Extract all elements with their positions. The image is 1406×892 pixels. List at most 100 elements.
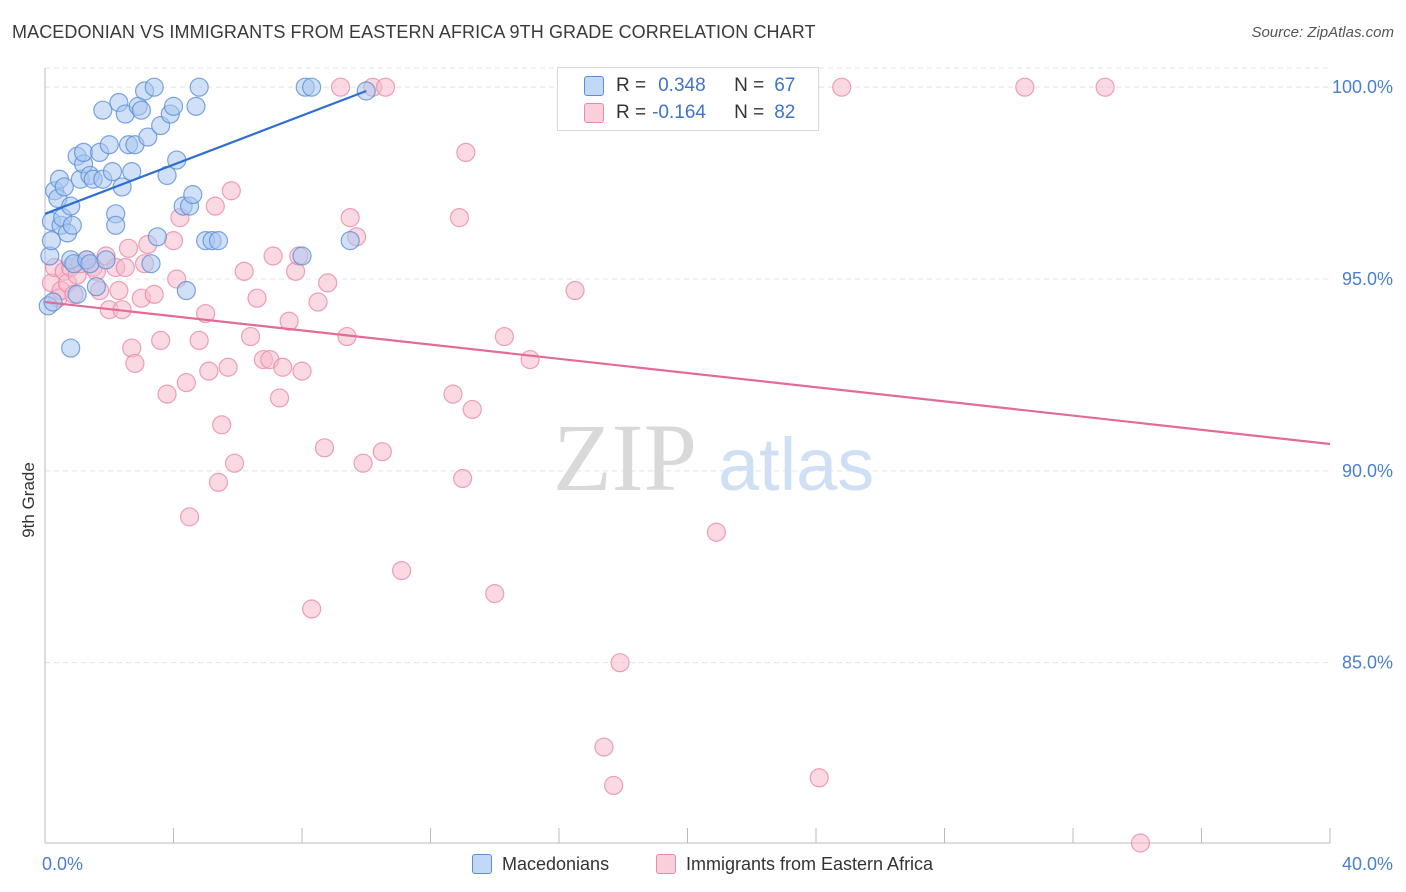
macedonians-trend-line <box>44 89 367 215</box>
eastern-africa-point <box>1015 77 1035 97</box>
eastern-africa-point <box>157 384 177 404</box>
macedonian-point <box>106 215 126 235</box>
y-axis-label: 9th Grade <box>19 462 38 538</box>
macedonian-point <box>62 215 82 235</box>
eastern-africa-point <box>706 522 727 542</box>
watermark-atlas: atlas <box>718 423 874 506</box>
eastern-africa-point <box>205 196 225 216</box>
eastern-africa-point <box>391 560 412 581</box>
eastern-africa-point <box>292 361 312 381</box>
eastern-africa-point <box>832 77 852 97</box>
macedonian-point <box>141 254 161 274</box>
macedonian-point <box>41 231 62 251</box>
eastern-africa-point <box>456 142 476 163</box>
eastern-africa-point <box>269 388 290 408</box>
x-tick-labels: 0.0% 40.0% <box>42 854 1393 874</box>
y-tick-labels: 85.0% 90.0% 95.0% 100.0% <box>1332 77 1393 672</box>
macedonian-point <box>176 280 196 301</box>
eastern-africa-point <box>453 468 473 489</box>
eastern-africa-point <box>241 326 261 347</box>
eastern-africa-point <box>330 77 351 97</box>
macedonian-point <box>183 185 203 205</box>
y-tick-label: 95.0% <box>1342 269 1393 289</box>
eastern-africa-point <box>247 288 267 308</box>
eastern-africa-point <box>208 472 229 492</box>
macedonian-point <box>73 142 94 163</box>
macedonian-point <box>189 77 209 97</box>
eastern-africa-point <box>485 584 505 604</box>
eastern-africa-point <box>125 353 145 374</box>
macedonian-point <box>67 284 87 304</box>
eastern-africa-point <box>263 246 283 266</box>
y-tick-label: 85.0% <box>1342 653 1393 673</box>
eastern-africa-point <box>494 326 514 347</box>
eastern-africa-trend-line <box>44 300 1331 446</box>
eastern-africa-point <box>520 349 540 370</box>
macedonian-point <box>302 77 322 97</box>
legend-item-eastern-africa: Immigrants from Eastern Africa <box>656 852 933 876</box>
grid-lines <box>45 67 1330 664</box>
macedonian-point <box>138 127 158 147</box>
eastern-africa-point <box>109 280 129 301</box>
eastern-africa-point <box>308 292 328 312</box>
eastern-africa-point <box>176 373 196 393</box>
eastern-africa-point <box>179 507 200 527</box>
macedonian-point <box>144 77 164 97</box>
eastern-africa-point <box>372 442 392 462</box>
legend-row-eastern-africa: R = -0.164 N = 82 <box>584 100 795 126</box>
eastern-africa-point <box>115 257 135 278</box>
y-tick-label: 100.0% <box>1332 77 1393 97</box>
macedonian-point <box>340 231 360 251</box>
legend-n-value: 82 <box>774 102 796 123</box>
macedonian-point <box>54 177 74 197</box>
macedonian-point <box>147 227 168 247</box>
eastern-africa-point <box>302 599 322 619</box>
legend-item-macedonians: Macedonians <box>472 852 609 876</box>
macedonian-point <box>163 96 184 116</box>
axes <box>44 68 1331 844</box>
macedonian-point <box>86 277 107 297</box>
eastern-africa-point <box>279 311 299 331</box>
legend-n-label: N = <box>734 75 765 96</box>
legend-r-label: R = <box>616 75 647 96</box>
legend-r-value: -0.164 <box>652 102 706 123</box>
legend-swatch-pink <box>584 103 604 123</box>
eastern-africa-point <box>353 453 373 473</box>
trend-lines <box>44 89 1331 446</box>
legend-row-macedonians: R = 0.348 N = 67 <box>584 73 795 99</box>
series-macedonians-points <box>38 77 376 358</box>
eastern-africa-point <box>118 238 139 258</box>
legend-swatch-blue <box>584 76 604 96</box>
eastern-africa-point <box>565 280 585 301</box>
legend-swatch-pink <box>656 854 676 874</box>
eastern-africa-point <box>224 453 245 473</box>
eastern-africa-point <box>443 384 463 404</box>
eastern-africa-point <box>375 77 396 97</box>
macedonian-point <box>96 250 116 270</box>
eastern-africa-point <box>1130 833 1151 853</box>
macedonian-point <box>61 338 81 358</box>
x-tick-label-max: 40.0% <box>1342 854 1393 874</box>
legend-n-value: 67 <box>774 75 796 96</box>
legend-n-label: N = <box>734 102 765 123</box>
macedonian-point <box>208 231 229 251</box>
legend-r-label: R = <box>616 102 647 123</box>
eastern-africa-point <box>318 273 338 293</box>
eastern-africa-point <box>151 330 171 351</box>
legend-label-macedonians: Macedonians <box>502 853 610 874</box>
macedonian-point <box>99 135 119 155</box>
macedonian-point <box>93 100 113 120</box>
eastern-africa-point <box>163 231 184 251</box>
eastern-africa-point <box>1095 77 1115 97</box>
eastern-africa-point <box>221 181 241 201</box>
eastern-africa-point <box>314 438 335 458</box>
legend-r-value: 0.348 <box>658 75 706 96</box>
eastern-africa-point <box>594 737 614 757</box>
eastern-africa-point <box>340 208 360 228</box>
eastern-africa-point <box>610 653 630 673</box>
macedonian-point <box>80 254 100 274</box>
legend-stats: R = 0.348 N = 67 R = -0.164 N = 82 <box>557 67 819 131</box>
macedonian-point <box>292 246 312 266</box>
macedonian-point <box>102 161 123 182</box>
